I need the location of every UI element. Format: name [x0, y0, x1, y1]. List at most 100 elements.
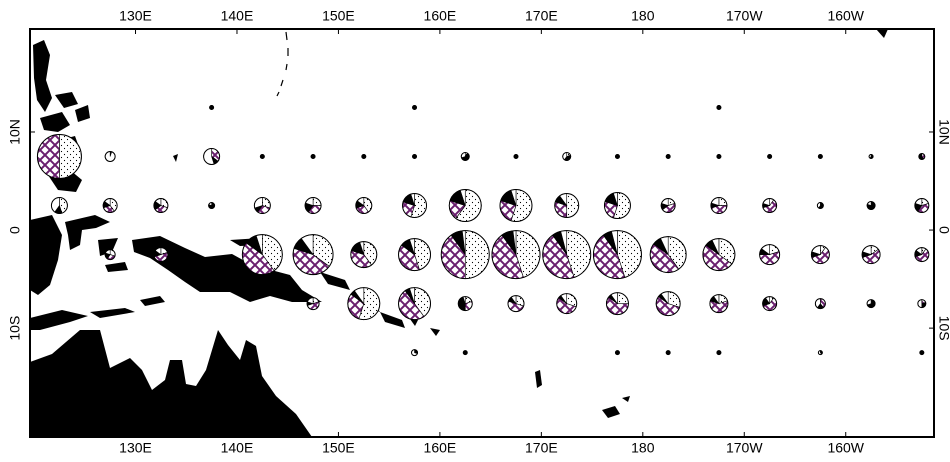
pie [614, 154, 620, 159]
pie [914, 247, 930, 263]
pie-outline [304, 197, 322, 215]
pie-outline [817, 350, 823, 356]
pie-outline [361, 154, 367, 159]
pie-outline [868, 154, 874, 159]
pie [355, 197, 373, 215]
pie-outline [513, 154, 519, 159]
pie-outline [716, 104, 722, 110]
pie [605, 292, 629, 316]
pie-outline [861, 245, 881, 265]
pie-outline [499, 189, 533, 223]
pie-outline [259, 154, 265, 159]
pie-wedge-dotted [464, 230, 490, 279]
pie-outline [203, 148, 221, 165]
pie-outline [402, 193, 428, 219]
pie-outline [50, 197, 68, 215]
pie-outline [762, 198, 778, 214]
pie-outline [709, 294, 729, 314]
lon-label-top: 160E [424, 8, 457, 24]
lat-label-left: 10N [7, 119, 23, 145]
pie [203, 148, 221, 165]
lon-label-top: 180 [631, 8, 655, 24]
pie [457, 296, 473, 312]
pie-outline [914, 247, 930, 263]
pie-outline [614, 350, 620, 356]
pie-outline [209, 104, 215, 110]
pie-outline [716, 154, 722, 159]
pie-outline [660, 198, 676, 214]
lon-label-bottom: 170E [525, 440, 558, 456]
pie [402, 193, 428, 219]
pie [660, 198, 676, 214]
pie [499, 189, 533, 223]
pie-outline [814, 298, 826, 310]
pie-outline [554, 193, 580, 219]
pie [767, 154, 773, 159]
pie-outline [603, 192, 631, 220]
pie [542, 230, 592, 280]
pie [810, 245, 830, 265]
pie [716, 104, 722, 110]
lat-label-right: 10S [936, 316, 950, 341]
pie [36, 134, 82, 179]
pie-outline [491, 230, 541, 280]
pie-outline [605, 292, 629, 316]
pie [104, 151, 116, 162]
pie-outline [462, 350, 468, 356]
pie [102, 198, 118, 214]
lon-label-top: 150E [322, 8, 355, 24]
pie-outline [355, 197, 373, 215]
pie [562, 152, 572, 161]
pie-outline [398, 287, 432, 321]
pie [361, 154, 367, 159]
pie [716, 350, 722, 356]
pie-outline [866, 299, 876, 309]
pie-outline [102, 198, 118, 214]
pie-outline [440, 230, 490, 280]
lon-label-bottom: 160E [424, 440, 457, 456]
pie-outline [614, 154, 620, 159]
pie [866, 201, 876, 211]
pie-outline [412, 104, 418, 110]
pie [861, 245, 881, 265]
pie [448, 189, 482, 223]
pie-outline [914, 198, 930, 214]
pie-outline [350, 241, 378, 269]
lon-label-top: 160W [827, 8, 864, 24]
pie [153, 198, 169, 214]
lon-label-top: 140E [221, 8, 254, 24]
pie [665, 350, 671, 356]
pie-outline [448, 189, 482, 223]
pie [398, 238, 432, 272]
pie [816, 202, 824, 210]
pie-outline [104, 151, 116, 162]
pie [50, 197, 68, 215]
pie [350, 241, 378, 269]
pie-outline [306, 297, 320, 311]
pie [347, 287, 381, 321]
pie [259, 154, 265, 159]
pie [292, 234, 334, 276]
pie [306, 297, 320, 311]
pie [914, 198, 930, 214]
pie-wedge-dotted [59, 134, 82, 179]
pie [491, 230, 541, 280]
pie [310, 154, 316, 159]
pie [716, 154, 722, 159]
pie-outline [918, 153, 926, 160]
lon-label-top: 170W [726, 8, 763, 24]
pie-outline [655, 291, 681, 317]
pie-outline [556, 293, 578, 315]
lon-label-top: 130E [119, 8, 152, 24]
pie-outline [411, 349, 419, 357]
pie [592, 230, 642, 280]
lon-label-bottom: 130E [119, 440, 152, 456]
pie-wedge-hatched [37, 134, 60, 179]
pie-outline [104, 249, 116, 261]
pie [649, 236, 687, 274]
pie-outline [917, 299, 927, 309]
pie-outline [457, 296, 473, 312]
pie [412, 154, 418, 159]
pie [209, 104, 215, 110]
